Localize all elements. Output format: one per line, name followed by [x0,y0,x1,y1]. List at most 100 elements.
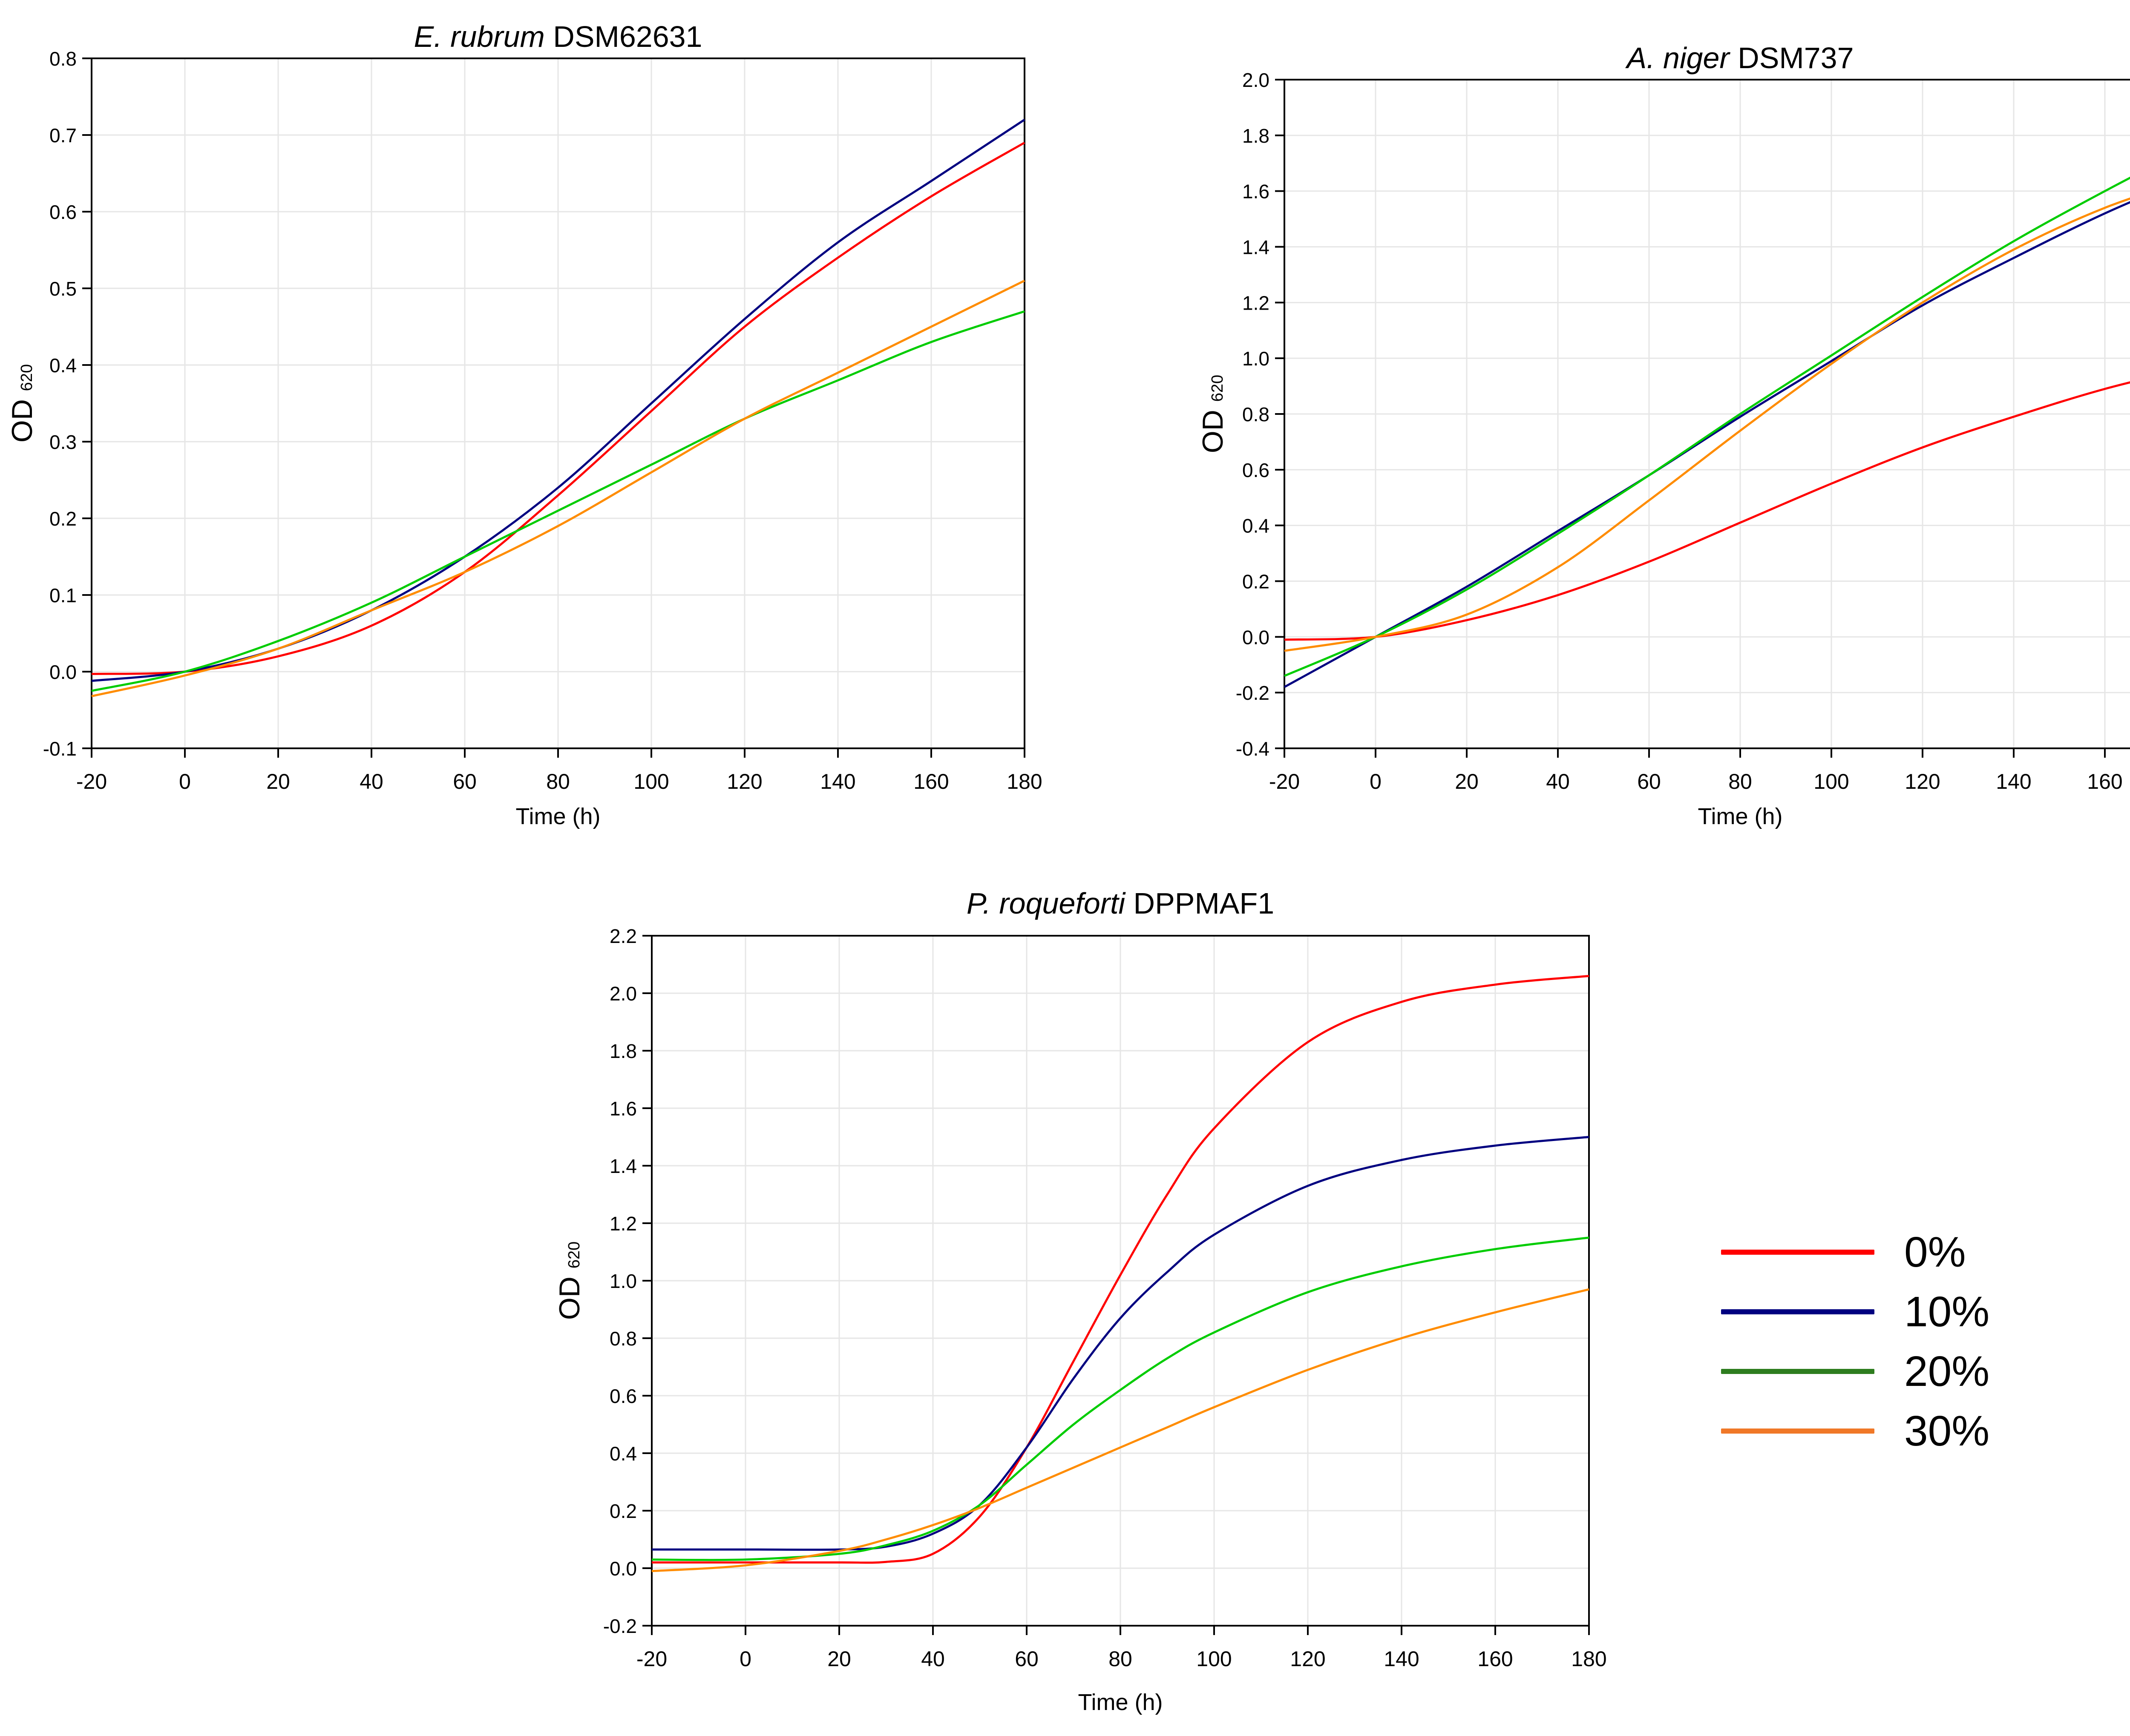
y-tick-label: 0.2 [49,508,77,530]
y-tick-label: -0.2 [1236,682,1269,704]
x-tick-label: 60 [1015,1647,1039,1671]
y-axis-label-main: OD [6,391,38,443]
x-tick-label: 160 [1477,1647,1513,1671]
y-tick-label: 1.2 [1242,292,1269,314]
y-tick-label: 2.0 [610,983,637,1005]
y-axis-label: OD 620 [6,364,38,443]
x-tick-label: 20 [1455,770,1479,793]
y-tick-label: 1.8 [1242,125,1269,147]
chart-title: E. rubrum DSM62631 [414,20,702,53]
x-tick-label: 0 [1370,770,1382,793]
x-axis-label: Time (h) [1698,804,1783,829]
y-tick-label: 1.6 [1242,181,1269,203]
y-tick-label: 0.5 [49,278,77,300]
x-tick-label: 140 [1384,1647,1419,1671]
legend-swatch [1721,1250,1874,1255]
x-tick-label: 80 [1108,1647,1132,1671]
x-axis-label: Time (h) [516,804,601,829]
y-tick-label: 0.8 [49,48,77,70]
x-tick-label: -20 [1269,770,1300,793]
y-tick-label: 1.4 [1242,236,1269,259]
y-tick-label: 1.8 [610,1040,637,1062]
legend-swatch [1721,1309,1874,1314]
series-line-20pct [1284,176,2130,677]
legend-label: 0% [1904,1228,1966,1276]
x-tick-label: 40 [360,770,383,793]
x-tick-label: 180 [1007,770,1042,793]
y-tick-label: 0.8 [1242,403,1269,425]
x-tick-label: -20 [76,770,107,793]
legend-label: 20% [1904,1347,1990,1395]
chart-panel-2: -20020406080100120140160180-0.4-0.20.00.… [1197,41,2130,829]
series-line-20pct [651,1236,1589,1561]
x-tick-label: -20 [636,1647,667,1671]
chart-title-species: A. niger [1625,41,1730,75]
x-tick-label: 140 [1996,770,2031,793]
chart-title: A. niger DSM737 [1625,41,1854,75]
y-axis-label: OD 620 [553,1242,586,1320]
y-tick-label: 1.4 [610,1155,637,1177]
y-tick-label: 0.7 [49,124,77,147]
y-tick-label: 0.0 [610,1558,637,1580]
y-tick-label: 1.2 [610,1213,637,1235]
y-tick-label: 0.4 [49,354,77,377]
x-tick-label: 20 [266,770,290,793]
chart-title-species: P. roqueforti [967,887,1126,920]
x-tick-label: 60 [453,770,477,793]
y-axis-label-sub: 620 [565,1242,583,1268]
y-axis-label: OD 620 [1197,375,1229,453]
chart-title-strain: DPPMAF1 [1125,887,1274,920]
x-tick-label: 0 [740,1647,751,1671]
x-tick-label: 80 [546,770,570,793]
x-tick-label: 120 [1905,770,1940,793]
series-line-30pct [651,1288,1589,1572]
legend-item-1: 10% [1721,1282,2104,1342]
y-tick-label: 0.8 [610,1328,637,1350]
x-tick-label: 40 [921,1647,945,1671]
legend-swatch [1721,1428,1874,1434]
y-axis-label-sub: 620 [1209,375,1226,402]
x-tick-label: 40 [1546,770,1570,793]
legend-swatch [1721,1369,1874,1374]
y-tick-label: 2.0 [1242,69,1269,91]
y-tick-label: 1.0 [610,1270,637,1292]
y-tick-label: 0.3 [49,431,77,453]
chart-panel-3: -20 0 20 40 60 80 100 120 140 160 180 -0.2 0.0 0.2 0.4… [553,887,1607,1715]
x-tick-label: 60 [1637,770,1661,793]
x-tick-label: 80 [1728,770,1752,793]
y-tick-label: 0.0 [1242,626,1269,648]
y-tick-label: -0.4 [1236,738,1269,760]
series-line-0pct [651,975,1589,1564]
y-tick-label: 0.2 [1242,571,1269,593]
legend-item-3: 30% [1721,1401,2104,1461]
y-tick-label: 2.2 [610,925,637,947]
x-tick-label: 160 [2087,770,2122,793]
x-tick-label: 100 [1196,1647,1232,1671]
series-line-0pct [91,141,1025,675]
x-tick-label: 120 [1290,1647,1325,1671]
x-tick-label: 120 [727,770,762,793]
y-tick-label: 0.0 [49,661,77,683]
x-tick-label: 160 [913,770,949,793]
x-tick-label: 100 [1813,770,1849,793]
x-tick-label: 100 [633,770,669,793]
legend-label: 30% [1904,1407,1990,1455]
y-tick-label: 0.6 [1242,459,1269,481]
y-axis-label-sub: 620 [18,364,36,391]
x-tick-label: 180 [1571,1647,1606,1671]
legend-item-2: 20% [1721,1342,2104,1401]
chart-title-species: E. rubrum [414,20,545,53]
series-line-0pct [1284,381,2130,641]
legend: 0% 10% 20% 30% [1721,1222,2104,1461]
y-tick-label: 1.6 [610,1098,637,1120]
y-axis-label-main: OD [1197,402,1229,453]
y-tick-label: 0.4 [1242,515,1269,537]
chart-panel-1: -20 0 20 40 60 80 100 120 140 160 180 -0.1 0.0 0.1 0.2… [6,20,1042,829]
y-tick-label: -0.2 [603,1615,637,1637]
chart-title: P. roqueforti DPPMAF1 [967,887,1274,920]
y-tick-label: 0.1 [49,584,77,606]
legend-item-0: 0% [1721,1222,2104,1282]
series-line-30pct [91,279,1025,698]
y-tick-label: 0.6 [49,201,77,223]
